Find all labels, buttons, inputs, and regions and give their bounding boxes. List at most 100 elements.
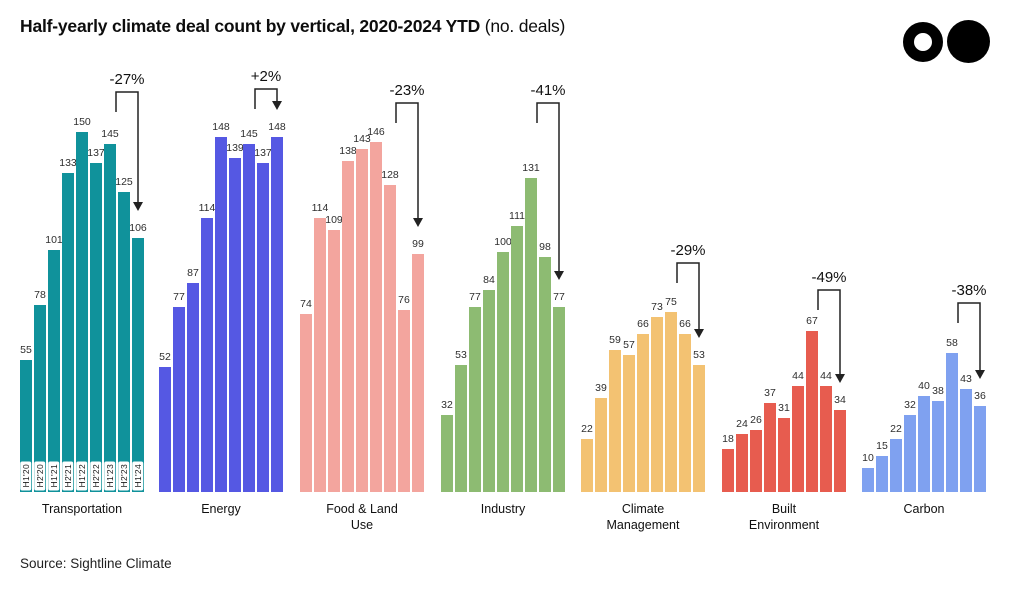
bar-value-label: 114	[311, 202, 329, 214]
bar-value-label: 145	[240, 128, 258, 140]
bar-h1-23	[384, 185, 396, 492]
bar-h1-21	[187, 283, 199, 492]
bar-h1-22	[497, 252, 509, 492]
bar-value-label: 114	[198, 202, 216, 214]
bar-group-industry: 32 53 77 84 100 111 131 98 77 -41%	[441, 62, 566, 492]
bar-h2-22	[792, 386, 804, 492]
bar-h2-23	[398, 310, 410, 492]
bar-h1-24	[271, 137, 283, 492]
bar-value-label: 22	[890, 423, 902, 435]
bar-value-label: 22	[581, 423, 593, 435]
group-label-climate-management: Climate Management	[606, 502, 680, 532]
bar-value-label: 66	[637, 318, 649, 330]
bar-h2-23	[960, 389, 972, 492]
bar-h1-21	[609, 350, 621, 492]
bar-value-label: 67	[806, 315, 818, 327]
bar-value-label: 59	[609, 334, 621, 346]
bar-h2-21	[764, 403, 776, 492]
bar-h2-21	[483, 290, 495, 492]
bar-group-food-land-use: 74 114 109 138 143 146 128 76 99 -23%	[300, 62, 425, 492]
bar-h1-21	[328, 230, 340, 492]
bar-h1-24	[974, 406, 986, 492]
bar-group-built-environment: 18 24 26 37 31 44 67 44 34 -49%	[722, 62, 847, 492]
bar-value-label: 76	[398, 294, 410, 306]
bar-h2-21	[623, 355, 635, 492]
group-label-transportation: Transportation	[41, 502, 123, 516]
bar-group-carbon: 10 15 22 32 40 38 58 43 36 -38%	[862, 62, 987, 492]
bar-h2-21	[342, 161, 354, 492]
bar-value-label: 133	[59, 157, 77, 169]
ring-circle-icon	[903, 22, 943, 62]
filled-circle-icon	[947, 20, 990, 63]
bar-h1-22: H1'22	[76, 132, 88, 492]
bar-value-label: 106	[129, 222, 147, 234]
bar-value-label: 139	[226, 142, 244, 154]
bar-value-label: 131	[522, 162, 540, 174]
bar-value-label: 150	[73, 116, 91, 128]
bar-value-label: 99	[412, 238, 424, 250]
change-label: -38%	[951, 282, 986, 299]
bar-value-label: 111	[509, 210, 525, 222]
bar-value-label: 44	[820, 370, 832, 382]
period-label: H2'22	[90, 460, 102, 490]
bar-h2-22: H2'22	[90, 163, 102, 492]
bar-h1-20	[862, 468, 874, 492]
bar-value-label: 125	[115, 176, 133, 188]
bar-h1-24	[693, 365, 705, 492]
bar-value-label: 101	[45, 234, 63, 246]
bar-h1-24	[412, 254, 424, 492]
bar-value-label: 146	[367, 126, 385, 138]
bar-value-label: 31	[778, 402, 790, 414]
bar-h1-23	[665, 312, 677, 492]
change-label: -49%	[811, 269, 846, 286]
period-label: H1'24	[132, 460, 144, 490]
bar-value-label: 148	[268, 121, 286, 133]
bar-value-label: 137	[87, 147, 105, 159]
bar-h2-22	[229, 158, 241, 492]
bar-value-label: 73	[651, 301, 663, 313]
bar-h1-23	[946, 353, 958, 492]
bar-h2-20	[876, 456, 888, 492]
bar-value-label: 39	[595, 382, 607, 394]
bar-h1-20: H1'20	[20, 360, 32, 492]
period-label: H1'20	[20, 460, 32, 490]
bar-value-label: 53	[693, 349, 705, 361]
bar-value-label: 38	[932, 385, 944, 397]
bar-h1-22	[356, 149, 368, 492]
bar-h1-23: H1'23	[104, 144, 116, 492]
bar-h2-23	[257, 163, 269, 492]
bar-value-label: 137	[254, 147, 272, 159]
bar-value-label: 77	[173, 291, 185, 303]
bar-value-label: 37	[764, 387, 776, 399]
bar-h2-22	[651, 317, 663, 492]
bar-value-label: 87	[187, 267, 199, 279]
change-label: -29%	[670, 242, 705, 259]
chart-area: H1'20 55 H2'20 78 H1'21 101 H2'21 133 H1'22 150 H2…	[0, 62, 1011, 492]
bar-h2-23: H2'23	[118, 192, 130, 492]
bar-value-label: 40	[918, 380, 930, 392]
bar-h2-22	[511, 226, 523, 492]
bar-value-label: 109	[325, 214, 343, 226]
bar-h1-24: H1'24	[132, 238, 144, 492]
bar-h2-22	[932, 401, 944, 492]
bar-value-label: 18	[722, 433, 734, 445]
group-label-carbon: Carbon	[903, 502, 945, 516]
bar-value-label: 55	[20, 344, 32, 356]
bar-value-label: 66	[679, 318, 691, 330]
change-label: -41%	[530, 82, 565, 99]
bar-h1-21	[469, 307, 481, 492]
bar-h1-20	[581, 439, 593, 492]
bar-value-label: 98	[539, 241, 551, 253]
group-label-built-environment: Built Environment	[748, 502, 820, 532]
bar-h2-20	[736, 434, 748, 492]
bar-h2-21	[201, 218, 213, 492]
bar-h2-21	[904, 415, 916, 492]
period-label: H1'23	[104, 460, 116, 490]
bar-value-label: 36	[974, 390, 986, 402]
period-label: H2'20	[34, 460, 46, 490]
page-title-main: Half-yearly climate deal count by vertic…	[20, 16, 481, 36]
bar-group-transportation: H1'20 55 H2'20 78 H1'21 101 H2'21 133 H1'22 150 H2…	[20, 62, 147, 492]
period-label: H2'21	[62, 460, 74, 490]
bar-value-label: 24	[736, 418, 748, 430]
bar-value-label: 32	[904, 399, 916, 411]
